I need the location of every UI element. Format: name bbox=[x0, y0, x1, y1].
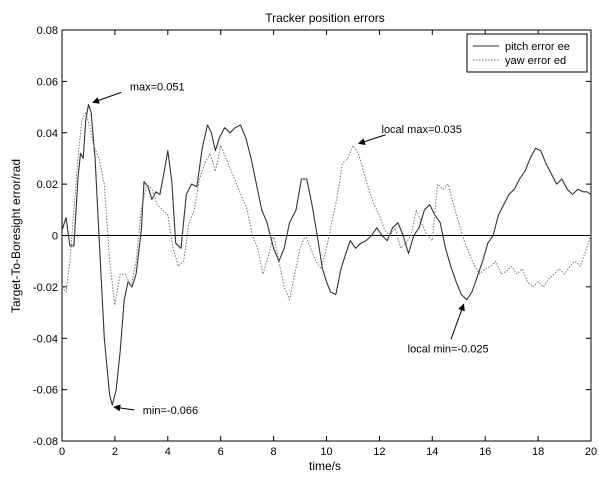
y-tick-label: 0.02 bbox=[37, 179, 58, 191]
series-line-pitch-error bbox=[61, 103, 592, 406]
chart-title: Tracker position errors bbox=[265, 11, 385, 25]
annotation-arrow bbox=[92, 91, 122, 104]
annotation-arrow bbox=[450, 303, 465, 340]
annotation-label: max=0.051 bbox=[130, 81, 185, 93]
y-tick-label: 0 bbox=[52, 231, 58, 243]
x-tick-label: 20 bbox=[585, 446, 597, 458]
annotation-label: local min=-0.025 bbox=[408, 343, 489, 355]
x-tick-label: 4 bbox=[165, 446, 171, 458]
x-tick-label: 10 bbox=[320, 446, 332, 458]
legend-label: pitch error ee bbox=[505, 41, 570, 53]
x-tick-label: 14 bbox=[426, 446, 438, 458]
annotation-label: min=-0.066 bbox=[143, 405, 198, 417]
x-tick-label: 8 bbox=[271, 446, 277, 458]
y-tick-label: -0.08 bbox=[33, 436, 58, 448]
annotation-arrow bbox=[357, 134, 386, 145]
y-tick-label: -0.04 bbox=[33, 333, 58, 345]
x-axis-label: time/s bbox=[309, 459, 341, 473]
legend-label: yaw error ed bbox=[505, 55, 566, 67]
y-tick-label: -0.06 bbox=[33, 385, 58, 397]
x-tick-label: 16 bbox=[479, 446, 491, 458]
x-tick-label: 12 bbox=[373, 446, 385, 458]
x-tick-label: 18 bbox=[532, 446, 544, 458]
x-tick-label: 2 bbox=[112, 446, 118, 458]
y-tick-label: 0.06 bbox=[37, 76, 58, 88]
y-tick-label: 0.04 bbox=[37, 128, 58, 140]
y-tick-label: 0.08 bbox=[37, 25, 58, 37]
y-tick-label: -0.02 bbox=[33, 282, 58, 294]
x-tick-label: 0 bbox=[59, 446, 65, 458]
annotation-arrow bbox=[113, 404, 135, 412]
x-tick-label: 6 bbox=[218, 446, 224, 458]
legend-box bbox=[466, 33, 588, 73]
annotation-label: local max=0.035 bbox=[382, 124, 462, 136]
y-axis-label: Target-To-Boresight error/rad bbox=[9, 159, 23, 313]
